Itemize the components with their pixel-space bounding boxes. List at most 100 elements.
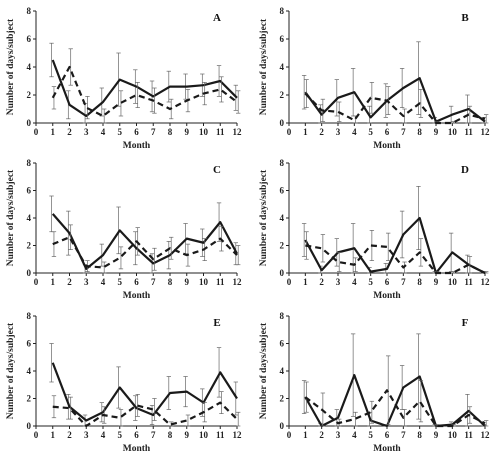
y-tick-label: 6 (280, 34, 285, 44)
x-tick-label: 8 (168, 430, 173, 440)
panel-label: F (462, 317, 469, 329)
x-tick-label: 11 (216, 127, 225, 137)
x-tick-label: 0 (287, 127, 292, 137)
series-line-solid (304, 77, 486, 123)
y-tick-label: 4 (280, 213, 285, 223)
y-tick-label: 0 (27, 421, 32, 431)
y-tick-label: 0 (280, 268, 285, 278)
x-tick-label: 3 (84, 127, 89, 137)
x-tick-label: 12 (233, 430, 243, 440)
x-axis-label: Month (373, 444, 401, 454)
x-tick-label: 8 (417, 277, 422, 287)
x-tick-label: 1 (51, 277, 56, 287)
x-tick-label: 0 (287, 430, 292, 440)
panel-label: B (461, 12, 469, 24)
panel-label: A (213, 12, 221, 24)
x-tick-label: 4 (352, 127, 357, 137)
x-tick-label: 9 (185, 127, 190, 137)
x-tick-label: 5 (368, 430, 373, 440)
x-tick-label: 6 (134, 430, 139, 440)
x-tick-label: 7 (401, 430, 406, 440)
x-tick-label: 2 (319, 277, 324, 287)
x-tick-label: 5 (368, 127, 373, 137)
y-tick-label: 8 (280, 311, 285, 321)
x-tick-label: 7 (151, 430, 156, 440)
x-tick-label: 10 (199, 430, 209, 440)
y-tick-label: 4 (27, 213, 32, 223)
y-tick-label: 0 (280, 421, 285, 431)
x-axis-label: Month (123, 141, 151, 151)
x-tick-label: 9 (185, 430, 190, 440)
x-tick-label: 4 (101, 127, 106, 137)
y-axis-label: Number of days/subject (6, 18, 16, 115)
series-line-dashed (52, 236, 238, 269)
y-tick-label: 4 (27, 366, 32, 376)
y-tick-label: 4 (27, 62, 32, 72)
x-tick-label: 7 (401, 127, 406, 137)
x-tick-label: 12 (481, 277, 491, 287)
x-tick-label: 9 (434, 127, 439, 137)
x-tick-label: 6 (385, 127, 390, 137)
y-tick-label: 6 (280, 186, 285, 196)
x-tick-label: 3 (336, 277, 341, 287)
x-tick-label: 6 (134, 277, 139, 287)
y-axis-label: Number of days/subject (259, 18, 269, 115)
x-tick-label: 8 (168, 277, 173, 287)
y-tick-label: 2 (27, 90, 32, 100)
series-line-solid (51, 213, 238, 270)
x-tick-label: 6 (385, 430, 390, 440)
series-line-solid (304, 216, 486, 275)
x-tick-label: 9 (185, 277, 190, 287)
x-axis-label: Month (123, 444, 151, 454)
x-tick-label: 12 (481, 430, 491, 440)
series-line-dashed (51, 65, 238, 118)
x-tick-label: 11 (464, 127, 473, 137)
x-tick-label: 10 (448, 430, 458, 440)
y-tick-label: 8 (27, 158, 32, 168)
x-tick-label: 6 (385, 277, 390, 287)
x-tick-label: 4 (101, 430, 106, 440)
x-tick-label: 11 (216, 430, 225, 440)
x-tick-label: 9 (434, 277, 439, 287)
series-line-solid (304, 374, 486, 428)
x-tick-label: 0 (287, 277, 292, 287)
x-tick-label: 4 (352, 277, 357, 287)
y-axis-label: Number of days/subject (6, 322, 16, 419)
x-tick-label: 7 (151, 277, 156, 287)
y-tick-label: 8 (27, 6, 32, 16)
x-tick-label: 1 (303, 277, 308, 287)
x-tick-label: 5 (368, 277, 373, 287)
y-tick-label: 6 (27, 339, 32, 349)
x-tick-label: 3 (336, 430, 341, 440)
x-tick-label: 6 (134, 127, 139, 137)
x-tick-label: 2 (67, 277, 72, 287)
y-tick-label: 8 (280, 158, 285, 168)
series-line-dashed (305, 244, 486, 275)
y-axis-label: Number of days/subject (259, 322, 269, 419)
x-tick-label: 0 (34, 127, 39, 137)
series-line-dashed (304, 92, 486, 125)
panel-label: C (213, 164, 221, 176)
x-tick-label: 1 (51, 127, 56, 137)
y-tick-label: 2 (280, 394, 285, 404)
x-tick-label: 8 (417, 127, 422, 137)
x-tick-label: 3 (336, 127, 341, 137)
y-axis-label: Number of days/subject (259, 169, 269, 266)
y-tick-label: 2 (280, 90, 285, 100)
y-tick-label: 4 (280, 366, 285, 376)
y-tick-label: 2 (27, 394, 32, 404)
x-tick-label: 12 (233, 277, 243, 287)
panel-label: D (461, 164, 469, 176)
x-tick-label: 10 (199, 127, 209, 137)
x-tick-label: 10 (448, 127, 458, 137)
y-tick-label: 4 (280, 62, 285, 72)
x-tick-label: 7 (401, 277, 406, 287)
x-tick-label: 8 (168, 127, 173, 137)
x-tick-label: 12 (233, 127, 243, 137)
x-tick-label: 12 (481, 127, 491, 137)
x-tick-label: 0 (34, 430, 39, 440)
x-axis-label: Month (373, 141, 401, 151)
